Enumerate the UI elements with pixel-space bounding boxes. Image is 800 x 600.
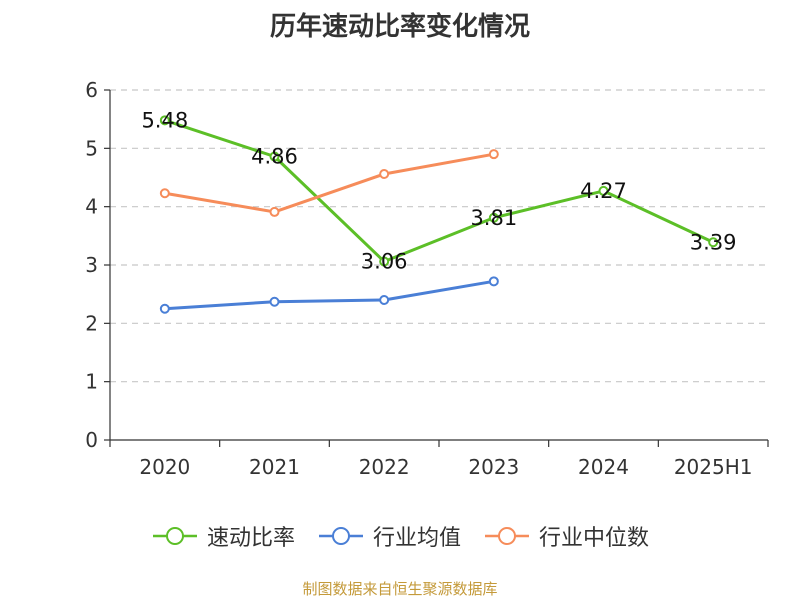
data-label: 3.06	[361, 250, 408, 274]
data-point[interactable]	[159, 115, 170, 126]
series-line	[164, 152, 495, 214]
legend-item-series-1[interactable]: 行业均值	[317, 520, 461, 552]
data-point[interactable]	[488, 149, 499, 160]
series-points	[159, 115, 719, 314]
x-tick-label: 2025H1	[674, 455, 753, 479]
data-label: 3.81	[470, 206, 517, 230]
x-tick-label: 2022	[359, 455, 410, 479]
legend-marker-icon	[318, 527, 363, 545]
y-tick-label: 1	[85, 370, 98, 394]
data-point[interactable]	[159, 188, 170, 199]
legend-marker-icon	[152, 527, 197, 545]
data-labels: 5.48 4.86 3.06 3.81 4.27 3.39	[141, 108, 736, 273]
y-tick-label: 6	[85, 78, 98, 102]
series-lines	[164, 118, 714, 311]
data-point[interactable]	[488, 276, 499, 287]
y-tick-label: 3	[85, 253, 98, 277]
data-label: 4.27	[580, 179, 627, 203]
data-point[interactable]	[598, 185, 609, 196]
x-tick-label: 2020	[139, 455, 190, 479]
data-point[interactable]	[269, 296, 280, 307]
axes: 0 1 2 3 4 5 6 2020 2021 2022 2023 2024 2025H1	[85, 78, 769, 479]
series-line	[164, 279, 495, 311]
data-label: 3.39	[690, 230, 737, 254]
source-note: 制图数据来自恒生聚源数据库	[302, 580, 498, 598]
y-tick-label: 5	[85, 136, 98, 160]
legend-label: 行业中位数	[539, 526, 650, 551]
x-tick-label: 2021	[249, 455, 300, 479]
legend-label: 行业均值	[372, 526, 461, 551]
legend-label: 速动比率	[206, 526, 295, 551]
data-point[interactable]	[269, 206, 280, 217]
series-line	[164, 118, 714, 263]
data-point[interactable]	[708, 237, 719, 248]
x-tick-label: 2024	[578, 455, 629, 479]
y-tick-label: 2	[85, 311, 98, 335]
data-label: 4.86	[251, 145, 298, 169]
data-point[interactable]	[159, 303, 170, 314]
data-point[interactable]	[379, 295, 390, 305]
data-label: 5.48	[141, 108, 188, 132]
y-tick-label: 4	[85, 195, 98, 219]
y-tick-label: 0	[85, 428, 98, 452]
data-point[interactable]	[379, 169, 390, 179]
data-point[interactable]	[379, 256, 390, 267]
chart-title: 历年速动比率变化情况	[269, 12, 530, 42]
legend: 速动比率 行业均值 行业中位数	[0, 520, 800, 552]
data-point[interactable]	[488, 212, 499, 223]
legend-marker-icon	[485, 527, 529, 545]
legend-item-series-2[interactable]: 行业中位数	[483, 520, 649, 552]
x-tick-label: 2023	[468, 455, 519, 479]
legend-item-series-0[interactable]: 速动比率	[151, 520, 295, 552]
data-point[interactable]	[269, 151, 280, 162]
